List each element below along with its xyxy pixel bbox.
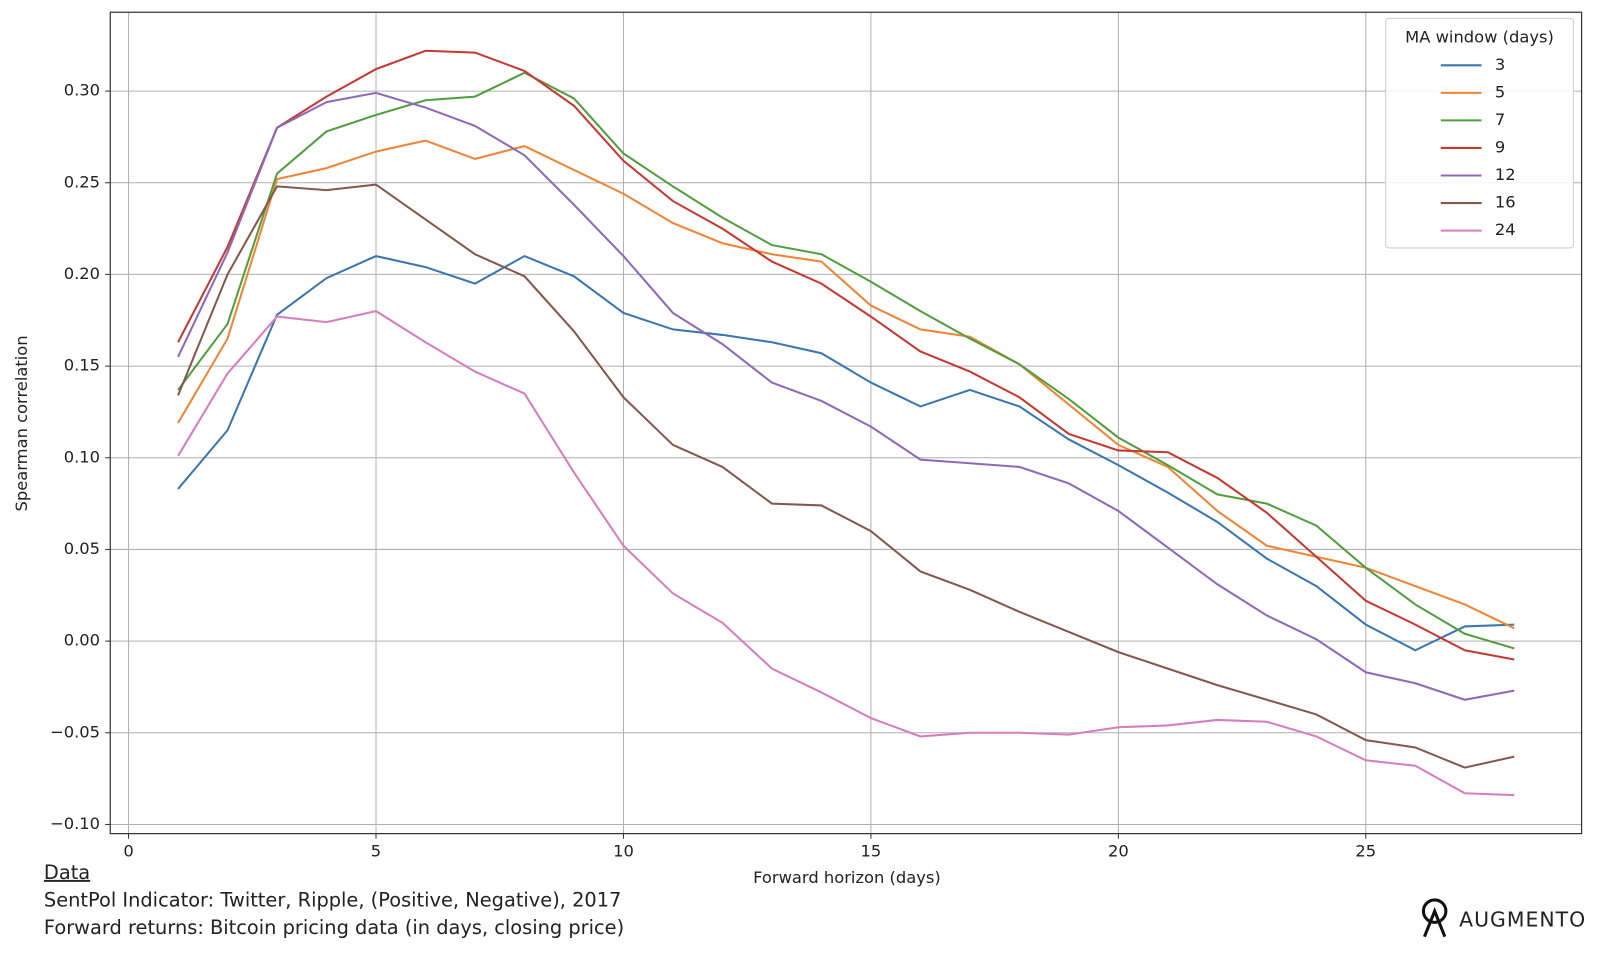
x-tick-label: 15 (861, 841, 882, 860)
legend-label: 16 (1495, 193, 1516, 212)
series-line (177, 71, 1515, 650)
legend-label: 24 (1495, 220, 1516, 239)
legend: MA window (days) 3 5 7 9 12 16 24 (1385, 17, 1574, 249)
y-tick-label: 0.10 (64, 447, 100, 466)
y-tick-label: 0.15 (64, 356, 100, 375)
legend-label: 3 (1495, 55, 1505, 74)
series-line (177, 183, 1515, 769)
legend-label: 12 (1495, 165, 1516, 184)
x-tick-label: 5 (371, 841, 381, 860)
x-tick-label: 20 (1108, 841, 1129, 860)
y-tick-label: 0.05 (64, 539, 100, 558)
x-tick-label: 0 (123, 841, 133, 860)
y-tick-label: −0.05 (50, 722, 100, 741)
footer-line: SentPol Indicator: Twitter, Ripple, (Pos… (44, 888, 621, 911)
legend-title: MA window (days) (1405, 27, 1554, 46)
y-axis-label: Spearman correlation (12, 335, 31, 511)
y-tick-label: 0.00 (64, 631, 100, 650)
series-line (177, 310, 1515, 797)
x-tick-label: 25 (1355, 841, 1376, 860)
series-line (177, 139, 1515, 630)
x-axis-label: Forward horizon (days) (753, 868, 941, 887)
legend-label: 7 (1495, 110, 1505, 129)
footer-line: Forward returns: Bitcoin pricing data (i… (44, 916, 624, 939)
legend-label: 5 (1495, 82, 1505, 101)
legend-box (1385, 17, 1574, 249)
lines (177, 49, 1515, 797)
brand-logo (1421, 898, 1448, 938)
series-line (177, 254, 1515, 652)
series-line (177, 49, 1515, 661)
y-tick-label: 0.30 (64, 81, 100, 100)
y-tick-label: 0.20 (64, 264, 100, 283)
y-tick-label: −0.10 (50, 814, 100, 833)
legend-label: 9 (1495, 137, 1505, 156)
footer-heading: Data (44, 861, 90, 884)
x-tick-label: 10 (613, 841, 634, 860)
y-tick-label: 0.25 (64, 172, 100, 191)
plot-frame (109, 11, 1583, 835)
brand-name: AUGMENTO (1459, 907, 1586, 931)
series-line (177, 91, 1515, 701)
grid: 0 5 10 15 20 25 −0.10 −0.05 0.00 0.05 0.10 0.15 0.20… (50, 12, 1582, 860)
